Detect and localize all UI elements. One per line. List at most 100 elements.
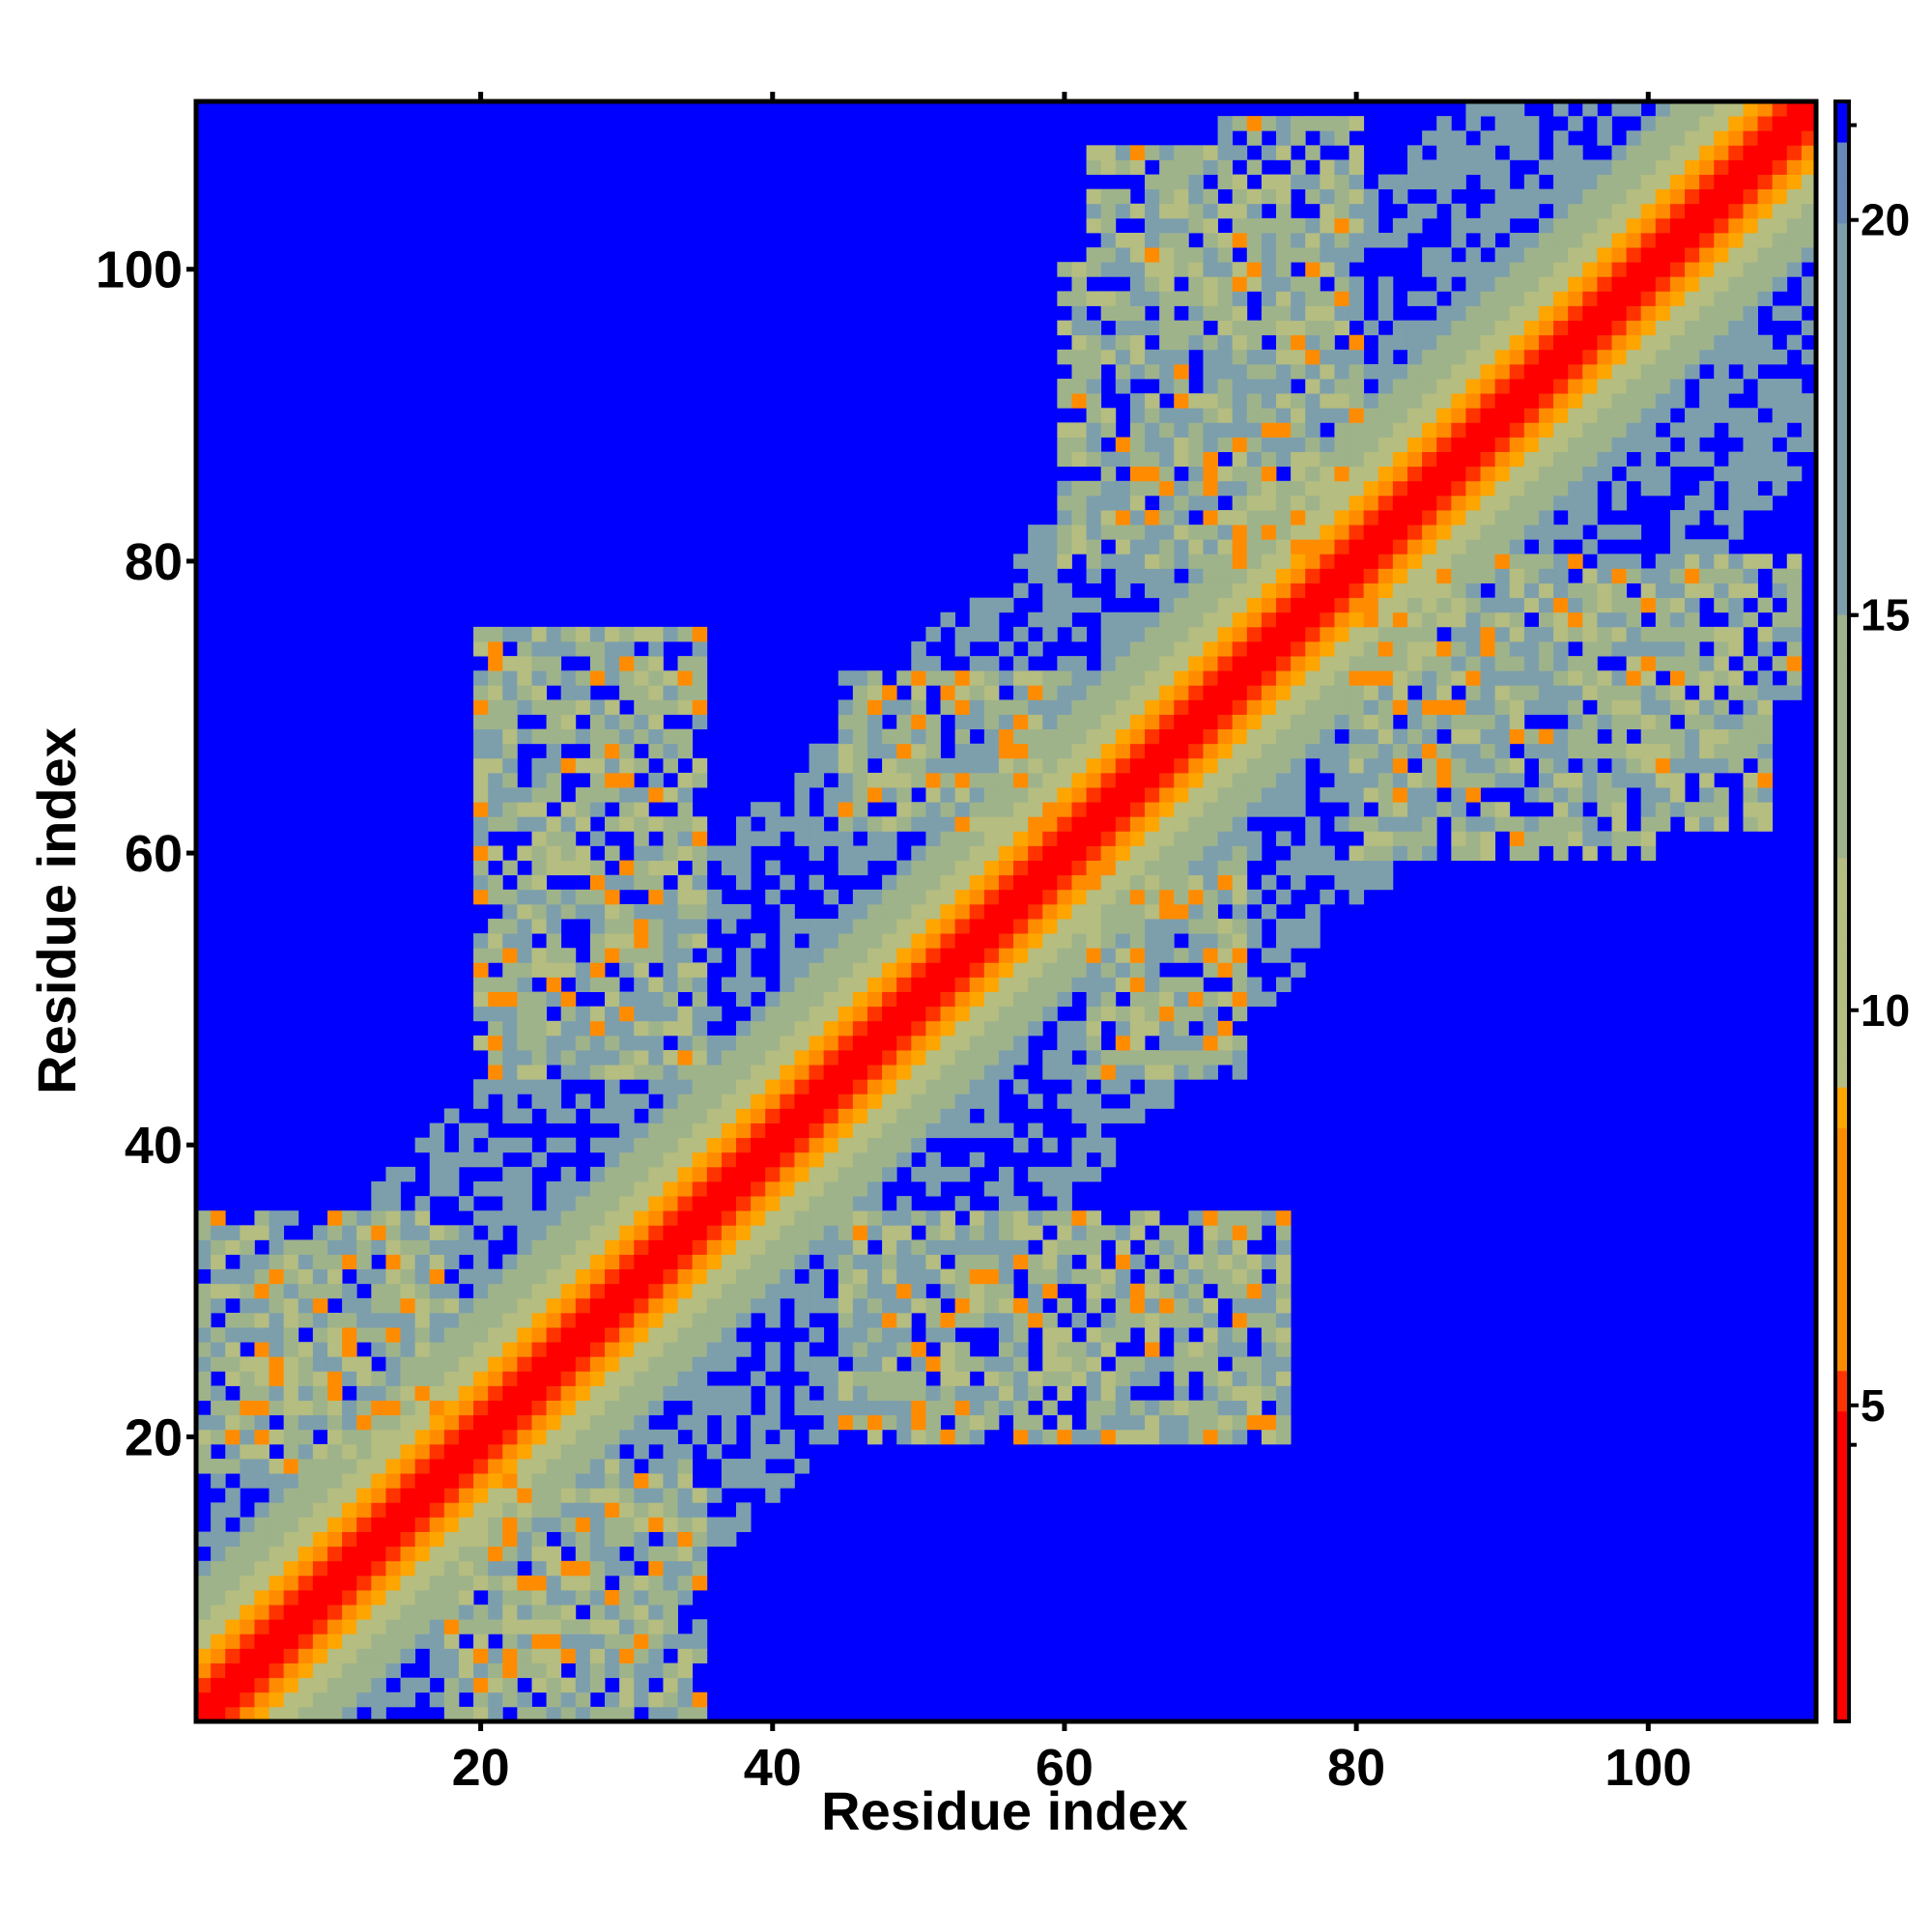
heatmap-cell <box>1246 1400 1263 1416</box>
heatmap-cell <box>692 670 708 686</box>
heatmap-cell <box>473 1122 489 1139</box>
heatmap-cell <box>1611 363 1627 380</box>
heatmap-cell <box>663 626 678 642</box>
heatmap-cell <box>225 1662 241 1679</box>
heatmap-cell <box>1145 276 1160 292</box>
heatmap-cell <box>1057 845 1072 862</box>
heatmap-cell <box>794 1342 810 1357</box>
heatmap-cell <box>1115 919 1131 934</box>
heatmap-cell <box>605 1662 620 1679</box>
heatmap-cell <box>1465 262 1481 277</box>
heatmap-cell <box>1611 757 1627 774</box>
heatmap-cell <box>1582 597 1598 613</box>
heatmap-cell <box>1086 991 1102 1008</box>
heatmap-cell <box>911 802 926 817</box>
heatmap-cell <box>1291 116 1306 131</box>
heatmap-cell <box>969 889 985 905</box>
heatmap-cell <box>269 1662 285 1679</box>
heatmap-cell <box>998 948 1014 963</box>
heatmap-cell <box>1100 408 1117 423</box>
heatmap-cell <box>969 626 985 642</box>
heatmap-cell <box>575 1020 591 1037</box>
heatmap-cell <box>1042 1342 1058 1357</box>
heatmap-cell <box>1305 276 1321 292</box>
heatmap-cell <box>794 1459 810 1474</box>
heatmap-cell <box>809 1429 825 1445</box>
heatmap-cell <box>663 1706 678 1722</box>
heatmap-cell <box>1100 816 1117 832</box>
heatmap-cell <box>283 1356 299 1372</box>
heatmap-cell <box>589 714 606 730</box>
heatmap-cell <box>1436 510 1452 526</box>
heatmap-cell <box>1655 276 1671 292</box>
heatmap-cell <box>1523 699 1540 715</box>
heatmap-cell <box>1086 1122 1102 1139</box>
heatmap-cell <box>736 1517 752 1532</box>
heatmap-cell <box>298 1239 314 1255</box>
heatmap-cell <box>1232 1065 1248 1080</box>
heatmap-cell <box>1553 247 1569 263</box>
heatmap-cell <box>1378 787 1394 803</box>
heatmap-cell <box>458 1312 474 1328</box>
heatmap-cell <box>211 1385 226 1402</box>
heatmap-cell <box>1071 977 1087 992</box>
heatmap-cell <box>1334 451 1350 468</box>
heatmap-cell <box>443 1429 460 1445</box>
heatmap-cell <box>546 1342 562 1357</box>
heatmap-cell <box>1538 641 1554 657</box>
heatmap-cell <box>458 1151 474 1168</box>
heatmap-cell <box>1203 1327 1218 1343</box>
heatmap-cell <box>1553 188 1569 205</box>
heatmap-cell <box>911 1006 926 1022</box>
heatmap-cell <box>677 1079 694 1094</box>
heatmap-cell <box>1013 948 1029 963</box>
heatmap-cell <box>706 1166 723 1182</box>
heatmap-cell <box>1436 334 1452 351</box>
heatmap-cell <box>1145 670 1160 686</box>
heatmap-cell <box>1392 831 1408 846</box>
heatmap-cell <box>852 685 868 700</box>
heatmap-cell <box>1320 597 1335 613</box>
heatmap-cell <box>400 1605 416 1620</box>
heatmap-cell <box>1305 232 1321 248</box>
heatmap-cell <box>954 1006 971 1022</box>
heatmap-cell <box>546 1517 562 1532</box>
heatmap-cell <box>443 1619 460 1634</box>
heatmap-cell <box>1100 349 1117 365</box>
heatmap-cell <box>1509 188 1525 205</box>
heatmap-cell <box>867 1327 883 1343</box>
heatmap-cell <box>1378 699 1394 715</box>
heatmap-cell <box>1465 816 1481 832</box>
heatmap-cell <box>1655 334 1671 351</box>
heatmap-cell <box>1129 437 1146 452</box>
heatmap-cell <box>1597 349 1612 365</box>
heatmap-cell <box>1392 451 1408 468</box>
heatmap-cell <box>925 1079 941 1094</box>
heatmap-cell <box>1071 874 1087 891</box>
heatmap-cell <box>619 802 635 817</box>
heatmap-cell <box>983 1268 1000 1285</box>
heatmap-cell <box>1071 1239 1087 1255</box>
heatmap-cell <box>1553 656 1569 671</box>
heatmap-cell <box>1611 670 1627 686</box>
heatmap-cell <box>1523 816 1540 832</box>
heatmap-cell <box>605 1385 620 1402</box>
heatmap-cell <box>1145 539 1160 554</box>
heatmap-cell <box>721 1151 737 1168</box>
heatmap-cell <box>1305 217 1321 234</box>
heatmap-cell <box>969 743 985 759</box>
heatmap-cell <box>488 1517 503 1532</box>
heatmap-cell <box>1291 670 1306 686</box>
heatmap-cell <box>838 1400 854 1416</box>
heatmap-cell <box>940 757 956 774</box>
heatmap-cell <box>1451 757 1466 774</box>
heatmap-cell <box>531 1517 547 1532</box>
heatmap-cell <box>1509 816 1525 832</box>
heatmap-cell <box>619 860 635 876</box>
heatmap-cell <box>1100 1065 1117 1080</box>
heatmap-cell <box>1129 991 1146 1008</box>
heatmap-cell <box>575 728 591 745</box>
heatmap-cell <box>1203 582 1218 599</box>
heatmap-cell <box>371 1239 386 1255</box>
heatmap-cell <box>1655 262 1671 277</box>
